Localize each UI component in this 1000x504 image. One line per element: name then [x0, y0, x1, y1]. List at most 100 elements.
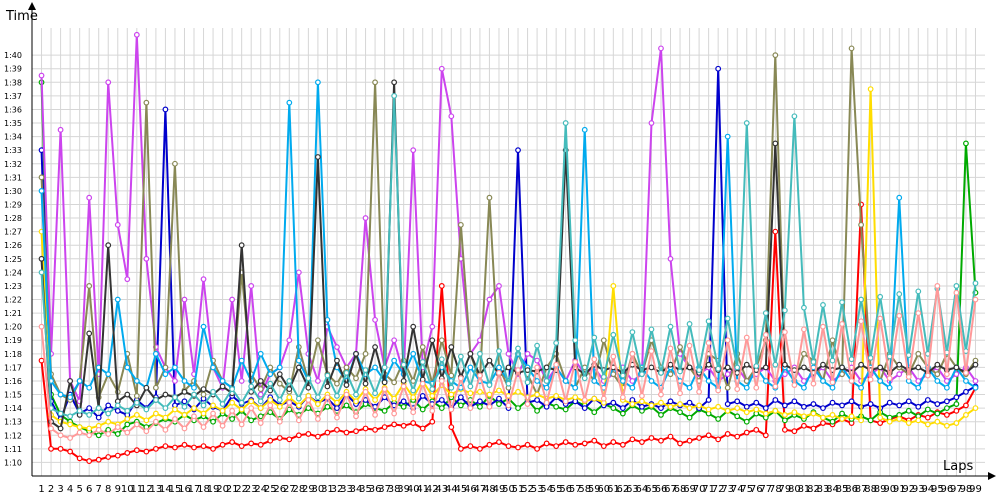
data-point	[86, 384, 93, 391]
data-point	[715, 436, 722, 443]
data-point	[124, 416, 131, 422]
data-point	[696, 435, 702, 441]
x-tick-label: 45	[454, 484, 467, 495]
data-point	[210, 418, 216, 425]
x-tick-label: 50	[502, 484, 515, 495]
data-point	[705, 378, 712, 384]
data-point	[67, 448, 74, 455]
data-point	[410, 147, 417, 154]
data-point	[963, 412, 969, 418]
data-point	[677, 368, 683, 375]
data-point	[114, 431, 121, 437]
data-point	[696, 367, 702, 374]
data-point	[391, 421, 398, 428]
data-point	[543, 440, 550, 447]
data-point	[572, 384, 579, 391]
data-point	[534, 378, 540, 384]
data-point	[267, 409, 274, 416]
data-point	[743, 120, 750, 126]
data-point	[286, 337, 293, 344]
data-point	[896, 361, 903, 368]
data-point	[619, 441, 626, 448]
x-tick-label: 49	[493, 484, 506, 495]
data-point	[524, 379, 531, 386]
data-point	[934, 378, 941, 384]
data-point	[667, 403, 674, 410]
data-point	[124, 450, 131, 456]
data-point	[57, 410, 64, 417]
data-point	[353, 375, 359, 382]
x-tick-label: 73	[721, 484, 734, 495]
data-point	[286, 436, 293, 443]
data-point	[905, 420, 912, 426]
data-point	[610, 439, 617, 445]
data-point	[496, 395, 502, 402]
x-tick-label: 90	[883, 484, 896, 495]
data-point	[963, 369, 969, 376]
x-tick-label: 17	[188, 484, 201, 495]
data-point	[353, 398, 359, 405]
y-tick-label: 1:37	[4, 92, 22, 101]
data-point	[858, 361, 865, 368]
data-point	[534, 364, 540, 371]
data-point	[372, 397, 378, 403]
data-point	[295, 269, 302, 276]
data-point	[801, 384, 807, 391]
data-point	[267, 387, 274, 394]
data-point	[381, 424, 388, 431]
data-point	[448, 391, 455, 398]
data-point	[38, 174, 45, 181]
data-point	[829, 357, 836, 364]
data-point	[972, 280, 979, 287]
data-point	[295, 364, 302, 371]
data-point	[143, 448, 150, 455]
data-point	[801, 413, 807, 420]
data-point	[334, 414, 340, 421]
x-tick-label: 65	[645, 484, 658, 495]
data-point	[743, 384, 750, 391]
data-point	[515, 367, 521, 374]
data-point	[76, 455, 83, 462]
data-point	[629, 350, 636, 357]
x-tick-label: 26	[273, 484, 286, 495]
x-tick-label: 48	[483, 484, 496, 495]
data-point	[315, 416, 321, 422]
x-tick-label: 64	[636, 484, 649, 495]
data-point	[791, 428, 798, 435]
data-point	[57, 126, 64, 133]
x-tick-label: 14	[159, 484, 172, 495]
data-point	[534, 445, 540, 452]
data-point	[315, 433, 321, 440]
data-point	[791, 382, 798, 388]
data-point	[829, 337, 836, 344]
data-point	[496, 369, 502, 376]
data-point	[477, 445, 483, 452]
data-point	[915, 310, 922, 316]
y-tick-label: 1:36	[4, 105, 22, 114]
data-point	[591, 378, 598, 384]
data-point	[191, 391, 197, 398]
data-point	[486, 296, 493, 303]
data-point	[353, 413, 359, 420]
data-point	[248, 405, 255, 412]
data-point	[448, 424, 455, 431]
data-point	[172, 378, 178, 384]
data-point	[743, 334, 750, 341]
x-tick-label: 89	[874, 484, 887, 495]
data-point	[677, 344, 683, 350]
x-tick-label: 78	[769, 484, 782, 495]
data-point	[762, 364, 769, 371]
y-tick-label: 1:31	[4, 173, 22, 182]
data-point	[743, 429, 750, 436]
data-point	[953, 364, 960, 371]
data-point	[524, 401, 531, 407]
data-point	[95, 414, 102, 421]
data-point	[572, 441, 579, 448]
data-point	[362, 367, 369, 374]
x-tick-label: 72	[712, 484, 725, 495]
data-point	[419, 393, 426, 399]
data-point	[972, 296, 979, 303]
data-point	[543, 399, 550, 406]
x-tick-label: 82	[807, 484, 820, 495]
